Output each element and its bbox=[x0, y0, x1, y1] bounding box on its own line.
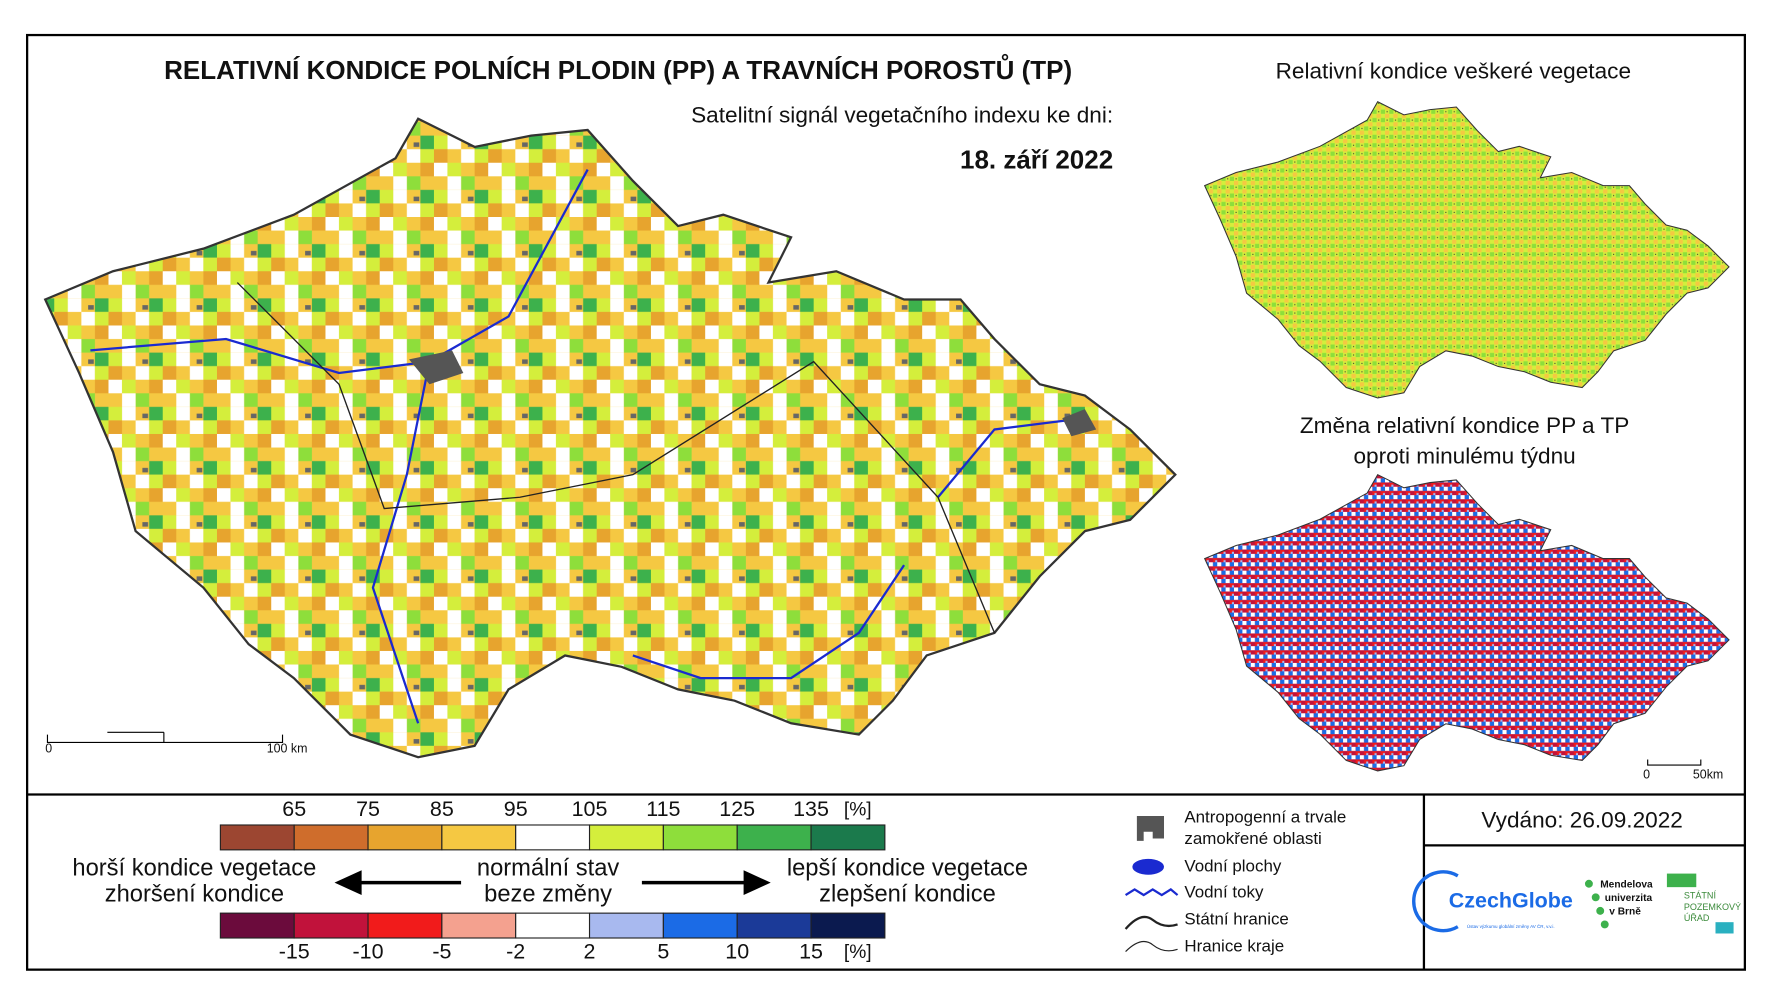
scale-label: 100 km bbox=[267, 742, 308, 756]
legend-item: Vodní plochy bbox=[1184, 856, 1282, 875]
scale-bar bbox=[46, 731, 284, 744]
legend-text: normální stav bbox=[477, 855, 620, 881]
legend-text: lepší kondice vegetace bbox=[787, 855, 1028, 881]
inset-title: Relativní kondice veškeré vegetace bbox=[1276, 58, 1631, 83]
color-box bbox=[736, 824, 812, 851]
legend-tick: 2 bbox=[584, 939, 596, 963]
legend-tick: -5 bbox=[432, 939, 451, 963]
logo-text: CzechGlobe bbox=[1449, 889, 1573, 913]
color-box bbox=[515, 912, 591, 939]
color-legend: 65 75 85 95 105 115 125 135 [%] -15 -10 -5 -2 2 5 10 15 [… bbox=[219, 797, 886, 963]
legend-tick: -15 bbox=[279, 939, 310, 963]
date: 18. září 2022 bbox=[960, 144, 1113, 174]
legend-tick: 95 bbox=[504, 797, 528, 821]
main-map bbox=[44, 117, 1177, 759]
color-box bbox=[810, 912, 886, 939]
legend-item: zamokřené oblasti bbox=[1184, 829, 1321, 848]
logo-text: Mendelova bbox=[1600, 880, 1653, 891]
color-box bbox=[810, 824, 886, 851]
legend-text: beze změny bbox=[484, 881, 612, 907]
frame bbox=[25, 33, 1747, 971]
legend-tick: 75 bbox=[356, 797, 380, 821]
color-box bbox=[515, 824, 591, 851]
color-box bbox=[441, 824, 517, 851]
legend-tick: 105 bbox=[572, 797, 608, 821]
legend-tick: 10 bbox=[725, 939, 749, 963]
color-box bbox=[219, 912, 295, 939]
legend-unit: [%] bbox=[844, 799, 872, 820]
color-box bbox=[293, 824, 369, 851]
logo-text: POZEMKOVÝ bbox=[1684, 902, 1741, 912]
inset-title: oproti minulému týdnu bbox=[1353, 444, 1575, 469]
color-box bbox=[662, 912, 738, 939]
color-box bbox=[736, 912, 812, 939]
legend-tick: -10 bbox=[353, 939, 384, 963]
legend-unit: [%] bbox=[844, 942, 872, 963]
scale-label: 0 bbox=[45, 742, 52, 756]
logo-text: univerzita bbox=[1605, 893, 1653, 904]
color-box bbox=[441, 912, 517, 939]
color-box bbox=[293, 912, 369, 939]
color-box bbox=[588, 824, 664, 851]
color-box bbox=[588, 912, 664, 939]
logo-text: v Brně bbox=[1609, 907, 1641, 918]
legend-item: Antropogenní a trvale bbox=[1184, 808, 1346, 827]
legend-item: Hranice kraje bbox=[1184, 937, 1284, 956]
scale-bar bbox=[1647, 759, 1702, 766]
legend-item: Státní hranice bbox=[1184, 909, 1289, 928]
legend-text: zhoršení kondice bbox=[105, 881, 284, 907]
legend-item: Vodní toky bbox=[1184, 882, 1264, 901]
color-box bbox=[367, 824, 443, 851]
issued: Vydáno: 26.09.2022 bbox=[1481, 808, 1682, 833]
color-box bbox=[219, 824, 295, 851]
arrows bbox=[334, 870, 771, 896]
legend-tick: 5 bbox=[657, 939, 669, 963]
scale-label: 50km bbox=[1693, 768, 1723, 782]
legend-tick: 135 bbox=[793, 797, 829, 821]
logos bbox=[1412, 870, 1734, 934]
color-box bbox=[367, 912, 443, 939]
legend-tick: -2 bbox=[506, 939, 525, 963]
legend-tick: 65 bbox=[282, 797, 306, 821]
scale-label: 0 bbox=[1643, 768, 1650, 782]
legend-tick: 125 bbox=[719, 797, 755, 821]
logo-text: Ústav výzkumu globální změny AV ČR, v.v.… bbox=[1467, 923, 1555, 929]
subtitle: Satelitní signál vegetačního indexu ke d… bbox=[691, 102, 1113, 127]
title: RELATIVNÍ KONDICE POLNÍCH PLODIN (PP) A … bbox=[164, 53, 1072, 85]
legend-tick: 115 bbox=[646, 797, 680, 821]
legend-tick: 15 bbox=[799, 939, 823, 963]
legend-text: horší kondice vegetace bbox=[72, 855, 316, 881]
color-box bbox=[662, 824, 738, 851]
logo-text: ÚŘAD bbox=[1684, 913, 1710, 923]
legend-tick: 85 bbox=[430, 797, 454, 821]
inset-title: Změna relativní kondice PP a TP bbox=[1300, 413, 1629, 438]
logo-text: STÁTNÍ bbox=[1684, 891, 1717, 901]
legend-text: zlepšení kondice bbox=[819, 881, 996, 907]
